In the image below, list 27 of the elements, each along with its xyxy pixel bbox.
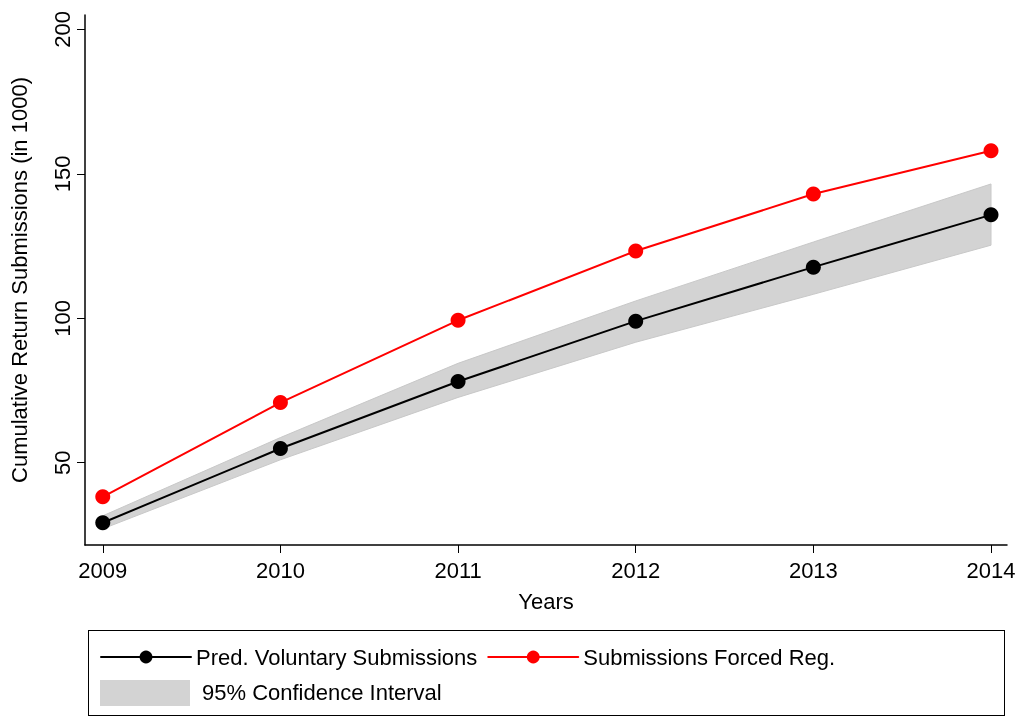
legend-label: Pred. Voluntary Submissions <box>196 644 478 670</box>
x-tick-label: 2010 <box>255 557 305 583</box>
y-axis-title: Cumulative Return Submissions (in 1000) <box>6 77 32 483</box>
x-axis-title: Years <box>518 588 574 614</box>
point <box>450 312 466 328</box>
point <box>983 143 999 159</box>
x-tick-label: 2011 <box>434 557 482 583</box>
point <box>272 395 288 411</box>
y-tick-label: 150 <box>49 155 75 193</box>
point <box>628 243 644 259</box>
x-tick-label: 2013 <box>788 557 838 583</box>
point <box>95 489 111 505</box>
point <box>805 186 821 202</box>
x-tick-label: 2009 <box>78 557 128 583</box>
x-tick-label: 2014 <box>966 557 1016 583</box>
y-tick-label: 100 <box>49 299 75 337</box>
y-tick-label: 50 <box>49 450 75 475</box>
point <box>983 207 999 223</box>
point <box>628 313 644 329</box>
point <box>450 374 466 390</box>
point <box>805 259 821 275</box>
legend-label: Submissions Forced Reg. <box>583 644 836 670</box>
text: 95% Confidence Interval <box>202 680 442 706</box>
point <box>272 441 288 457</box>
point <box>95 515 111 531</box>
x-tick-label: 2012 <box>611 557 661 583</box>
y-tick-label: 200 <box>49 11 75 48</box>
